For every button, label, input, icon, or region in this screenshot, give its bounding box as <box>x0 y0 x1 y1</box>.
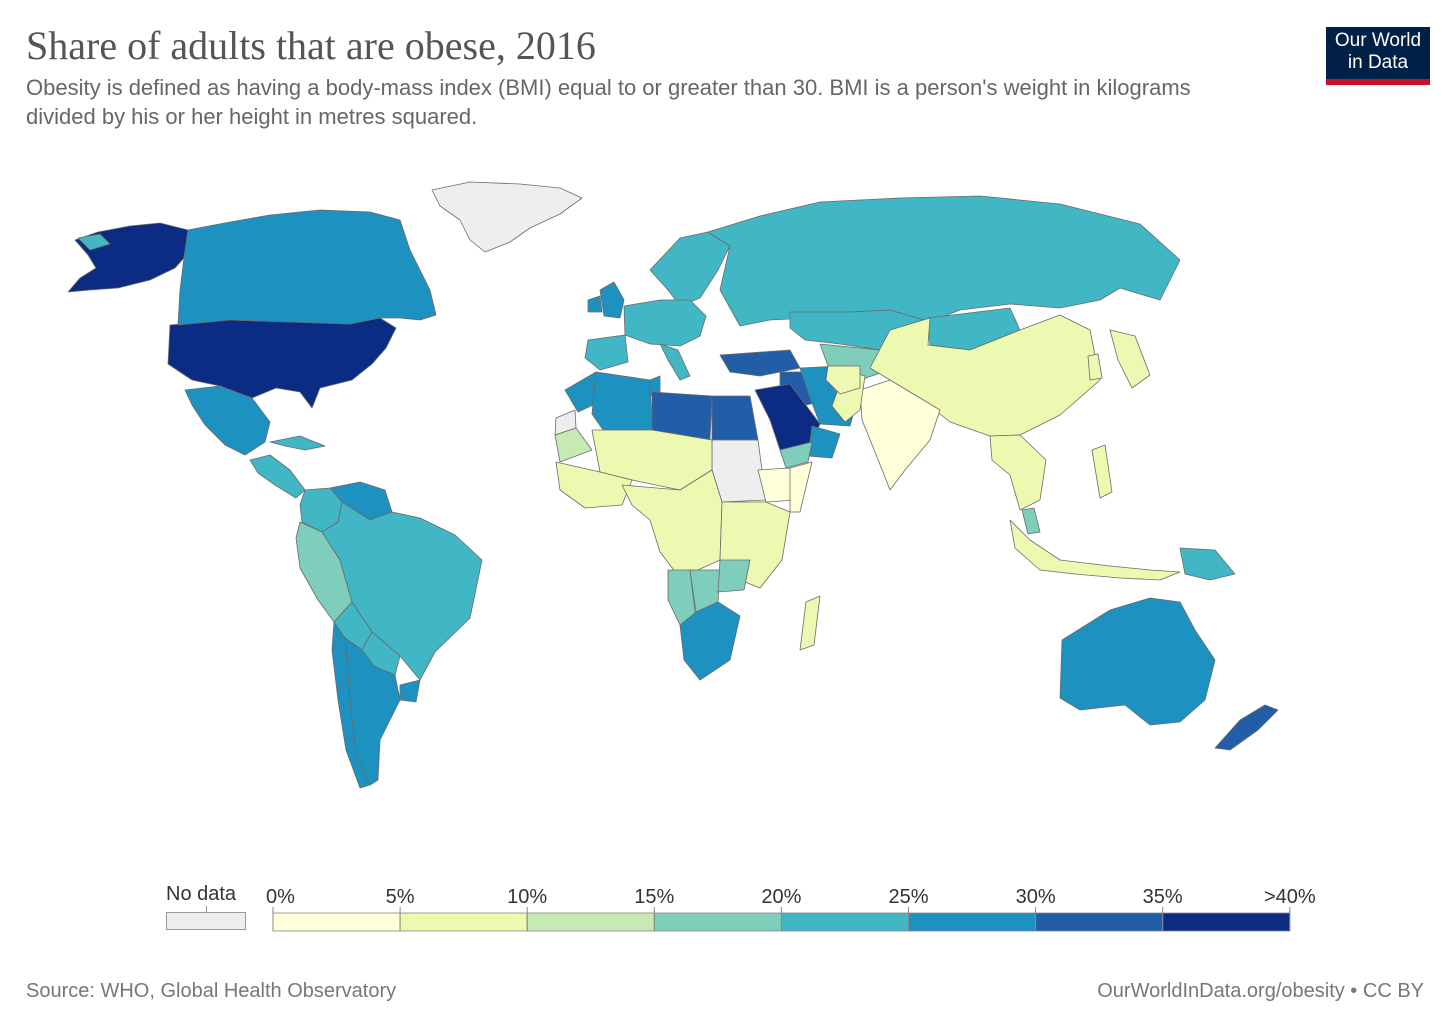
region-afghanistan[interactable] <box>825 365 861 395</box>
region-uruguay[interactable] <box>399 679 421 703</box>
region-india[interactable] <box>859 379 941 491</box>
region-iberia[interactable] <box>584 334 629 371</box>
region-yemen[interactable] <box>779 441 813 469</box>
region-philippines[interactable] <box>1091 444 1113 499</box>
region-brazil[interactable] <box>321 501 483 681</box>
legend-label-7: 35% <box>1143 886 1183 908</box>
legend-bin-1[interactable] <box>399 912 528 932</box>
region-ireland[interactable] <box>587 295 603 313</box>
legend-nodata-tick <box>206 906 207 912</box>
legend-bin-6[interactable] <box>1035 912 1164 932</box>
legend-label-4: 20% <box>761 886 801 908</box>
region-australia[interactable] <box>1059 597 1216 726</box>
legend-label-1: 5% <box>386 886 415 908</box>
legend-nodata-swatch[interactable] <box>166 912 246 930</box>
region-canada[interactable] <box>177 209 437 326</box>
region-zimbabwe[interactable] <box>717 559 751 593</box>
region-somalia[interactable] <box>789 461 813 513</box>
legend-bin-3[interactable] <box>653 912 782 932</box>
region-papua-new-guinea[interactable] <box>1179 547 1236 581</box>
legend-bin-7[interactable] <box>1162 912 1291 932</box>
legend-label-8: >40% <box>1264 886 1316 908</box>
world-map <box>67 181 1279 789</box>
region-korea[interactable] <box>1087 353 1103 381</box>
region-greenland[interactable] <box>431 181 583 253</box>
region-united-kingdom[interactable] <box>599 281 625 319</box>
legend-bin-5[interactable] <box>908 912 1036 932</box>
region-japan[interactable] <box>1109 329 1151 389</box>
region-chile[interactable] <box>331 621 371 789</box>
region-mauritania[interactable] <box>554 427 593 463</box>
chart-title: Share of adults that are obese, 2016 <box>26 23 596 68</box>
region-iceland[interactable] <box>77 233 111 251</box>
region-italy[interactable] <box>659 343 691 381</box>
region-oman[interactable] <box>807 425 841 459</box>
region-madagascar[interactable] <box>799 595 821 651</box>
region-southeast-asia[interactable] <box>989 434 1047 511</box>
region-central-america[interactable] <box>249 454 306 499</box>
region-cuba[interactable] <box>269 435 326 451</box>
region-west-africa[interactable] <box>555 461 633 509</box>
region-scandinavia[interactable] <box>649 231 731 307</box>
region-central-africa[interactable] <box>621 469 723 579</box>
color-legend: 0% 5% 10% 15% 20% 25% 30% 35% >40% <box>266 886 1316 932</box>
legend-label-3: 15% <box>634 886 674 908</box>
logo-line-1: Our World <box>1334 30 1422 51</box>
region-russia[interactable] <box>707 195 1181 327</box>
source-note: Source: WHO, Global Health Observatory <box>26 980 397 1002</box>
footer-link[interactable]: OurWorldInData.org/obesity • CC BY <box>1097 980 1424 1002</box>
owid-logo[interactable]: Our World in Data <box>1326 27 1430 85</box>
region-western-europe[interactable] <box>623 299 707 347</box>
legend-label-0: 0% <box>266 886 295 908</box>
region-malaysia[interactable] <box>1021 507 1041 535</box>
region-indonesia[interactable] <box>1009 519 1181 581</box>
region-egypt[interactable] <box>711 395 759 441</box>
region-new-zealand[interactable] <box>1214 704 1279 751</box>
chart-subtitle: Obesity is defined as having a body-mass… <box>26 75 1191 129</box>
logo-line-2: in Data <box>1347 52 1409 73</box>
region-south-africa[interactable] <box>679 601 741 681</box>
legend-bin-2[interactable] <box>526 912 655 932</box>
region-alaska[interactable] <box>67 222 189 293</box>
legend-label-2: 10% <box>507 886 547 908</box>
legend-bin-4[interactable] <box>781 912 909 932</box>
legend-bin-0[interactable] <box>272 912 401 932</box>
legend-nodata-label: No data <box>166 883 237 905</box>
region-mexico[interactable] <box>184 385 271 456</box>
legend-label-6: 30% <box>1016 886 1056 908</box>
legend-label-5: 25% <box>888 886 928 908</box>
